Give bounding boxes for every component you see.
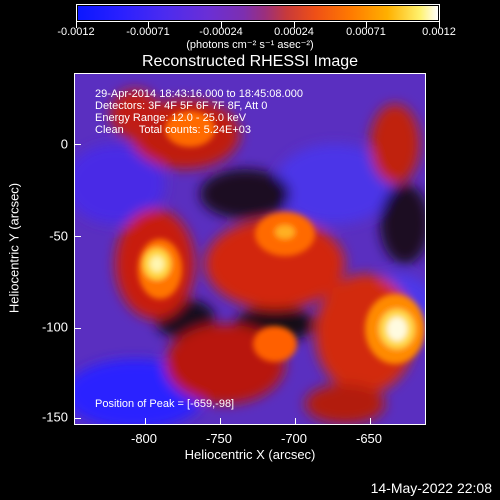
x-tick [370, 418, 371, 424]
info-energy-range: Energy Range: 12.0 - 25.0 keV [95, 112, 247, 124]
y-axis-label: Heliocentric Y (arcsec) [6, 182, 22, 314]
colorbar-tick-label: 0.0012 [422, 26, 456, 38]
colorbar-tick [294, 22, 295, 28]
x-tick [295, 418, 296, 424]
y-tick-label: -150 [41, 409, 68, 425]
solar-image: 29-Apr-2014 18:43:16.000 to 18:45:08.000… [74, 73, 426, 425]
solar-image-pixels [75, 74, 425, 424]
x-tick-label: -800 [130, 431, 158, 446]
x-tick-label: -700 [280, 431, 308, 446]
info-peak-position: Position of Peak = [-659,-98] [95, 398, 235, 410]
y-tick [75, 328, 81, 329]
footer-date: 14-May-2022 22:08 [370, 480, 492, 496]
x-tick [220, 418, 221, 424]
colorbar-gradient [78, 6, 438, 20]
info-detectors: Detectors: 3F 4F 5F 6F 7F 8F, Att 0 [95, 100, 268, 112]
colorbar-tick [76, 22, 77, 28]
y-tick-label: 0 [60, 136, 68, 152]
colorbar-tick [148, 22, 149, 28]
info-method: Clean Total counts: 5.24E+03 [95, 124, 252, 136]
info-time-range: 29-Apr-2014 18:43:16.000 to 18:45:08.000 [95, 88, 303, 100]
y-tick-label: -50 [49, 228, 68, 244]
image-title: Reconstructed RHESSI Image [141, 53, 359, 70]
y-tick [75, 236, 81, 237]
x-axis-label: Heliocentric X (arcsec) [184, 447, 316, 462]
colorbar-units: (photons cm⁻² s⁻¹ asec⁻²) [186, 39, 314, 51]
y-tick-label: -100 [41, 319, 68, 335]
x-tick-label: -650 [355, 431, 383, 446]
colorbar-tick-label: 0.00071 [346, 26, 386, 38]
y-tick [75, 144, 81, 145]
colorbar-tick-label: 0.00024 [274, 26, 314, 38]
colorbar-tick-label: -0.00071 [126, 26, 170, 38]
colorbar-tick [439, 22, 440, 28]
colorbar-tick-label: -0.00024 [199, 26, 243, 38]
colorbar-tick [366, 22, 367, 28]
colorbar [76, 4, 440, 22]
colorbar-tick [221, 22, 222, 28]
colorbar-tick-label: -0.0012 [57, 26, 95, 38]
x-tick-label: -750 [205, 431, 233, 446]
x-tick [145, 418, 146, 424]
y-tick [75, 418, 81, 419]
